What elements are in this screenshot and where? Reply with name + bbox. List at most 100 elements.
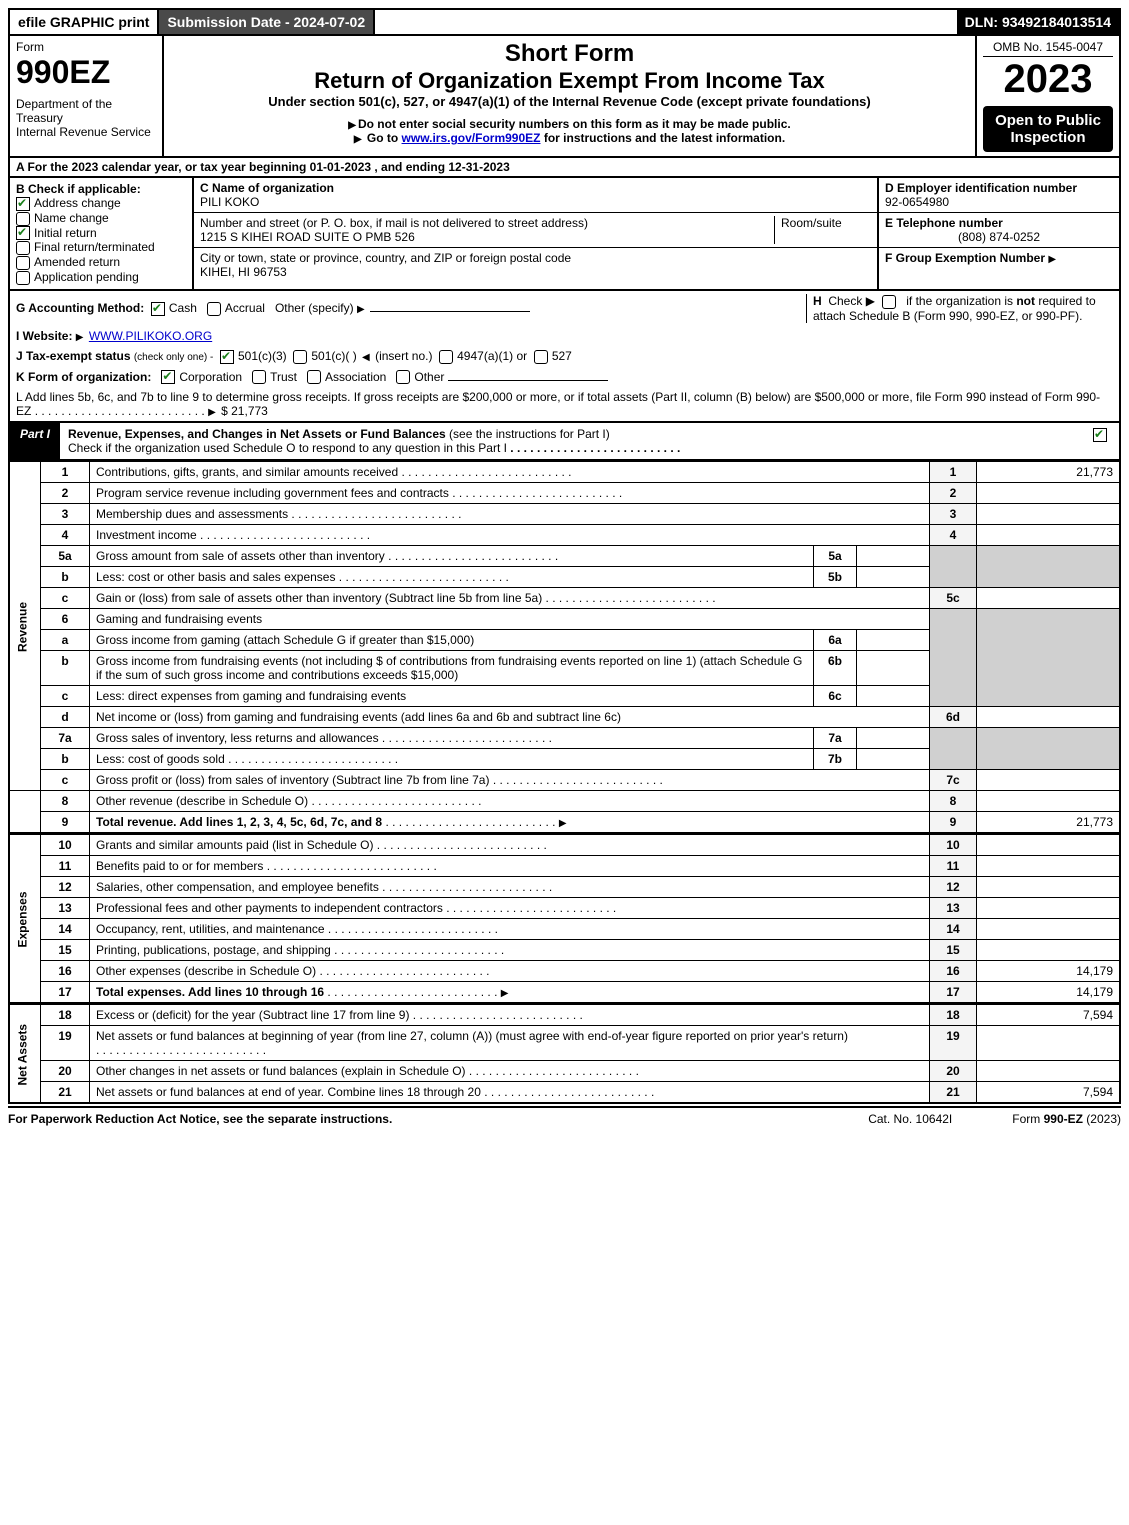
table-row: 8 Other revenue (describe in Schedule O)…	[9, 791, 1120, 812]
gross-receipts-amount: $ 21,773	[221, 404, 268, 418]
amount	[977, 525, 1121, 546]
amount	[977, 856, 1121, 877]
form-org-label: K Form of organization:	[16, 370, 151, 384]
checkbox-cash[interactable]	[151, 302, 165, 316]
checkbox-amended-return[interactable]	[16, 256, 30, 270]
line-text: Membership dues and assessments	[96, 507, 288, 521]
line-no: 11	[41, 856, 90, 877]
ref-no: 7c	[930, 770, 977, 791]
line-text: Program service revenue including govern…	[96, 486, 449, 500]
dots	[225, 752, 398, 766]
city-label: City or town, state or province, country…	[200, 251, 571, 265]
sub-no: 5b	[814, 567, 857, 588]
checkbox-4947a1[interactable]	[439, 350, 453, 364]
page-footer: For Paperwork Reduction Act Notice, see …	[8, 1106, 1121, 1126]
checkbox-address-change[interactable]	[16, 197, 30, 211]
revenue-side-label: Revenue	[9, 462, 41, 791]
line-text: Other changes in net assets or fund bala…	[96, 1064, 466, 1078]
checkbox-501c[interactable]	[293, 350, 307, 364]
dots	[409, 1008, 582, 1022]
line-no: 1	[41, 462, 90, 483]
open-public-badge: Open to Public Inspection	[983, 106, 1113, 152]
table-row: 9 Total revenue. Add lines 1, 2, 3, 4, 5…	[9, 812, 1120, 834]
checkbox-name-change[interactable]	[16, 212, 30, 226]
ref-no: 2	[930, 483, 977, 504]
line-text: Investment income	[96, 528, 197, 542]
other-org-label: Other	[414, 370, 444, 384]
amount	[977, 588, 1121, 609]
table-row: Expenses 10 Grants and similar amounts p…	[9, 835, 1120, 856]
table-row: 19 Net assets or fund balances at beginni…	[9, 1026, 1120, 1061]
street-label: Number and street (or P. O. box, if mail…	[200, 216, 588, 230]
line-text: Less: cost or other basis and sales expe…	[96, 570, 335, 584]
checkbox-schedule-b[interactable]	[882, 295, 896, 309]
line-text: Net assets or fund balances at beginning…	[96, 1029, 848, 1043]
line-text: Other expenses (describe in Schedule O)	[96, 964, 316, 978]
dots	[449, 486, 622, 500]
other-org-input[interactable]	[448, 380, 608, 381]
row-a-tax-year: A For the 2023 calendar year, or tax yea…	[8, 158, 1121, 178]
other-specify-input[interactable]	[370, 311, 530, 312]
table-row: 3 Membership dues and assessments 3	[9, 504, 1120, 525]
org-name: PILI KOKO	[200, 195, 871, 209]
checkbox-501c3[interactable]	[220, 350, 234, 364]
line-text: Gross income from gaming (attach Schedul…	[90, 630, 814, 651]
checkbox-schedule-o-part-i[interactable]	[1093, 428, 1107, 442]
dots	[325, 922, 498, 936]
dots	[379, 880, 552, 894]
dots	[324, 985, 497, 999]
chk-label: Name change	[34, 211, 109, 225]
dots	[489, 773, 662, 787]
line-text: Gross sales of inventory, less returns a…	[96, 731, 379, 745]
line-no: c	[41, 588, 90, 609]
checkbox-application-pending[interactable]	[16, 271, 30, 285]
arrow-icon	[357, 301, 367, 315]
table-row: 4 Investment income 4	[9, 525, 1120, 546]
top-bar: efile GRAPHIC print Submission Date - 20…	[8, 8, 1121, 36]
ref-no: 14	[930, 919, 977, 940]
dots	[96, 1043, 266, 1057]
table-row: 16Other expenses (describe in Schedule O…	[9, 961, 1120, 982]
table-row: c Gross profit or (loss) from sales of i…	[9, 770, 1120, 791]
ref-no: 8	[930, 791, 977, 812]
line-text: Gross amount from sale of assets other t…	[96, 549, 385, 563]
footer-left: For Paperwork Reduction Act Notice, see …	[8, 1112, 392, 1126]
checkbox-association[interactable]	[307, 370, 321, 384]
amount	[977, 504, 1121, 525]
ref-no: 21	[930, 1082, 977, 1104]
section-h-text: H Check ▶ if the organization is not req…	[813, 294, 1096, 323]
amount: 14,179	[977, 961, 1121, 982]
efile-label[interactable]: efile GRAPHIC print	[10, 10, 159, 34]
ref-no: 6d	[930, 707, 977, 728]
dots	[443, 901, 616, 915]
sub-no: 6b	[814, 651, 857, 686]
chk-label: Initial return	[34, 226, 97, 240]
corp-label: Corporation	[179, 370, 242, 384]
ein-label: D Employer identification number	[885, 181, 1113, 195]
line-no: 21	[41, 1082, 90, 1104]
line-text: Excess or (deficit) for the year (Subtra…	[96, 1008, 409, 1022]
shade-cell	[977, 546, 1121, 588]
checkbox-accrual[interactable]	[207, 302, 221, 316]
line-text: Total revenue. Add lines 1, 2, 3, 4, 5c,…	[96, 815, 382, 829]
dots	[542, 591, 715, 605]
checkbox-other-org[interactable]	[396, 370, 410, 384]
checkbox-corporation[interactable]	[161, 370, 175, 384]
sub-val	[857, 686, 930, 707]
line-no: 9	[41, 812, 90, 834]
ref-no: 13	[930, 898, 977, 919]
website-link[interactable]: WWW.PILIKOKO.ORG	[89, 329, 212, 343]
shade-cell	[930, 546, 977, 588]
ref-no: 9	[930, 812, 977, 834]
checkbox-527[interactable]	[534, 350, 548, 364]
line-no: d	[41, 707, 90, 728]
line-no: 14	[41, 919, 90, 940]
checkbox-trust[interactable]	[252, 370, 266, 384]
arrow-icon	[559, 815, 569, 829]
checkbox-final-return[interactable]	[16, 241, 30, 255]
checkbox-initial-return[interactable]	[16, 226, 30, 240]
cash-label: Cash	[169, 301, 197, 315]
ref-no: 19	[930, 1026, 977, 1061]
irs-link[interactable]: www.irs.gov/Form990EZ	[402, 131, 541, 145]
ref-no: 4	[930, 525, 977, 546]
